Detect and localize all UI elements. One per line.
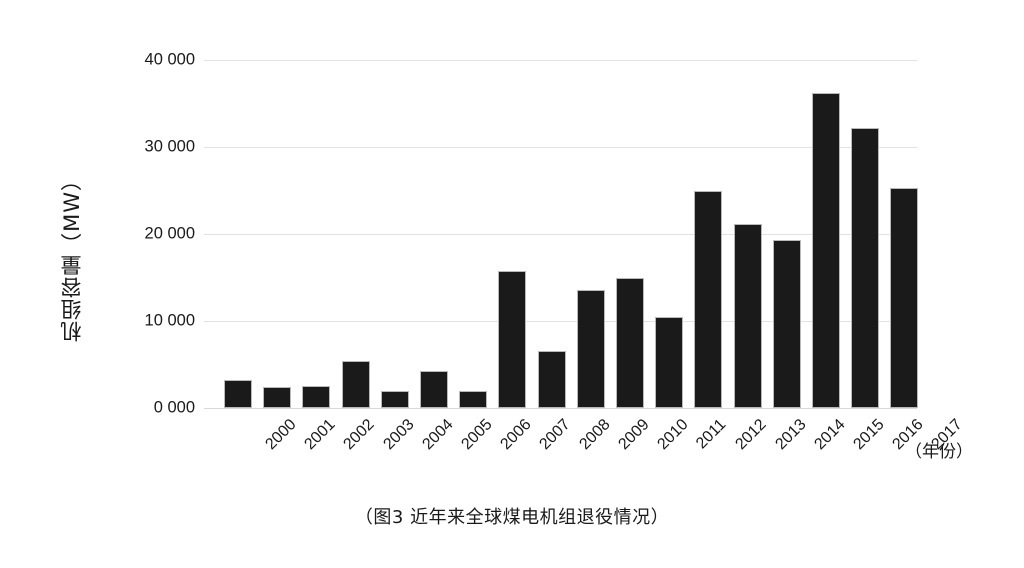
bar — [576, 289, 605, 408]
bar — [851, 127, 880, 408]
x-axis-tick-label: 2007 — [536, 416, 575, 454]
x-axis-tick-label: 2009 — [615, 416, 653, 454]
bar — [812, 93, 840, 408]
y-axis-tick-label: 10 000 — [144, 311, 195, 330]
x-axis-tick-label: 2000 — [262, 416, 300, 454]
x-axis-unit-label: （年份） — [905, 442, 973, 462]
y-axis-tick-label: 40 000 — [144, 50, 195, 69]
bar — [459, 390, 488, 408]
bar — [420, 370, 448, 408]
x-axis-tick-label: 2012 — [732, 416, 771, 454]
bar — [772, 240, 801, 408]
bar — [302, 386, 331, 408]
y-axis-tick-labels: 0 000 10 000 20 000 30 000 40 000 — [115, 51, 195, 417]
bar — [341, 361, 370, 408]
gridline — [204, 321, 917, 322]
bar — [890, 187, 919, 408]
bar — [733, 223, 762, 408]
x-axis-tick-label: 2001 — [301, 416, 339, 454]
bar — [537, 350, 566, 408]
bar — [498, 270, 527, 408]
x-axis-tick-label: 2015 — [850, 416, 888, 454]
bar — [380, 390, 409, 408]
y-axis-tick-label: 0 000 — [153, 398, 195, 417]
bar — [224, 380, 252, 408]
x-axis-tick-label: 2010 — [654, 416, 692, 454]
bar — [694, 190, 723, 408]
x-axis-tick-label: 2013 — [772, 416, 810, 454]
gridline — [204, 147, 917, 148]
gridline — [204, 234, 917, 235]
gridline — [204, 60, 917, 61]
x-axis-tick-label: 2006 — [497, 416, 535, 454]
y-axis-title-text: 机组容量（MW） — [60, 168, 84, 342]
figure-caption: （图3 近年来全球煤电机组退役情况） — [354, 507, 670, 528]
x-axis-tick-labels: 2000 2001 2002 2003 2004 2005 2006 2007 2008 2009… — [204, 408, 966, 488]
bar — [616, 278, 644, 408]
gridline — [204, 408, 917, 409]
y-axis-tick-label: 20 000 — [144, 224, 195, 243]
bar — [655, 316, 684, 408]
x-axis-tick-label: 2003 — [380, 416, 418, 454]
plot-area — [204, 60, 919, 409]
x-axis-tick-label: 2004 — [419, 416, 457, 454]
bar — [263, 387, 292, 408]
x-axis-tick-label: 2002 — [340, 416, 379, 454]
y-axis-tick-label: 30 000 — [144, 137, 195, 156]
x-axis-tick-label: 2011 — [693, 416, 730, 453]
x-axis-tick-label: 2008 — [576, 416, 614, 454]
x-axis-tick-label: 2005 — [458, 416, 496, 454]
x-axis-tick-label: 2014 — [811, 416, 849, 454]
y-axis-title: 机组容量（MW） — [52, 130, 92, 380]
